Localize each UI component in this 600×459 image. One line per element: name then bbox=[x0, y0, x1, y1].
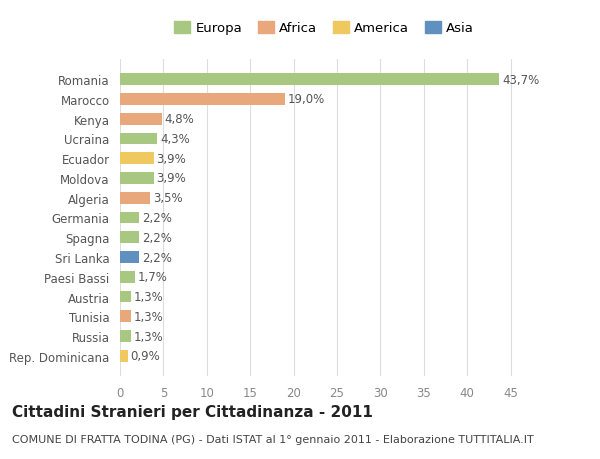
Text: 2,2%: 2,2% bbox=[142, 212, 172, 224]
Bar bbox=[120, 232, 139, 244]
Bar bbox=[120, 330, 131, 342]
Text: 1,7%: 1,7% bbox=[137, 271, 167, 284]
Text: 4,3%: 4,3% bbox=[160, 133, 190, 146]
Legend: Europa, Africa, America, Asia: Europa, Africa, America, Asia bbox=[174, 22, 474, 35]
Text: 1,3%: 1,3% bbox=[134, 291, 164, 303]
Text: 19,0%: 19,0% bbox=[287, 93, 325, 106]
Bar bbox=[120, 311, 131, 323]
Bar bbox=[120, 173, 154, 185]
Text: 1,3%: 1,3% bbox=[134, 330, 164, 343]
Bar bbox=[120, 113, 161, 125]
Text: 4,8%: 4,8% bbox=[164, 113, 194, 126]
Text: 3,5%: 3,5% bbox=[153, 192, 182, 205]
Bar bbox=[120, 133, 157, 145]
Bar bbox=[120, 192, 151, 204]
Text: 3,9%: 3,9% bbox=[157, 152, 186, 165]
Bar bbox=[120, 291, 131, 303]
Text: 2,2%: 2,2% bbox=[142, 251, 172, 264]
Bar bbox=[120, 94, 285, 106]
Text: Cittadini Stranieri per Cittadinanza - 2011: Cittadini Stranieri per Cittadinanza - 2… bbox=[12, 404, 373, 419]
Text: COMUNE DI FRATTA TODINA (PG) - Dati ISTAT al 1° gennaio 2011 - Elaborazione TUTT: COMUNE DI FRATTA TODINA (PG) - Dati ISTA… bbox=[12, 434, 534, 444]
Text: 43,7%: 43,7% bbox=[502, 73, 539, 86]
Bar bbox=[120, 212, 139, 224]
Text: 1,3%: 1,3% bbox=[134, 310, 164, 323]
Text: 0,9%: 0,9% bbox=[130, 350, 160, 363]
Bar bbox=[120, 350, 128, 362]
Bar bbox=[120, 271, 135, 283]
Bar bbox=[120, 252, 139, 263]
Bar bbox=[120, 74, 499, 86]
Text: 3,9%: 3,9% bbox=[157, 172, 186, 185]
Text: 2,2%: 2,2% bbox=[142, 231, 172, 244]
Bar bbox=[120, 153, 154, 165]
